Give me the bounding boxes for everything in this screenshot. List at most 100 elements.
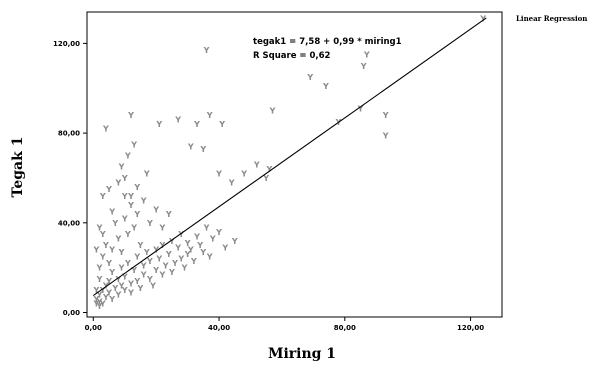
data-point: Y <box>146 257 153 266</box>
data-point: Y <box>133 210 140 219</box>
data-point: Y <box>187 143 194 152</box>
data-point: Y <box>174 243 181 252</box>
data-point: Y <box>159 270 166 279</box>
regression-line <box>92 17 487 296</box>
data-point: Y <box>190 257 197 266</box>
data-point: Y <box>115 275 122 284</box>
y-tick-label: 0,00 <box>63 309 80 317</box>
data-point: Y <box>206 111 213 120</box>
data-point: Y <box>168 268 175 277</box>
data-point: Y <box>130 266 137 275</box>
data-point: Y <box>121 273 128 282</box>
data-point: Y <box>133 252 140 261</box>
data-point: Y <box>187 246 194 255</box>
data-point: Y <box>99 252 106 261</box>
data-point: Y <box>240 169 247 178</box>
data-point: Y <box>130 140 137 149</box>
data-point: Y <box>143 169 150 178</box>
data-point: Y <box>140 270 147 279</box>
data-point: Y <box>121 286 128 295</box>
data-point: Y <box>133 277 140 286</box>
data-points: YYYYYYYYYYYYYYYYYYYYYYYYYYYYYYYYYYYYYYYY… <box>93 15 487 311</box>
data-point: Y <box>115 235 122 244</box>
data-point: Y <box>115 178 122 187</box>
data-point: Y <box>228 178 235 187</box>
data-point: Y <box>99 300 106 309</box>
data-point: Y <box>124 230 131 239</box>
data-point: Y <box>203 223 210 232</box>
data-point: Y <box>155 120 162 129</box>
data-point: Y <box>181 264 188 273</box>
data-point: Y <box>215 169 222 178</box>
data-point: Y <box>102 282 109 291</box>
data-point: Y <box>96 275 103 284</box>
data-point: Y <box>165 250 172 259</box>
data-point: Y <box>99 192 106 201</box>
data-point: Y <box>127 201 134 210</box>
data-point: Y <box>140 196 147 205</box>
data-point: Y <box>108 208 115 217</box>
data-point: Y <box>127 111 134 120</box>
data-point: Y <box>253 161 260 170</box>
data-point: Y <box>108 295 115 304</box>
data-point: Y <box>221 243 228 252</box>
data-point: Y <box>127 288 134 297</box>
data-point: Y <box>137 284 144 293</box>
data-point: Y <box>177 230 184 239</box>
data-point: Y <box>102 241 109 250</box>
x-tick-label: 80,00 <box>334 324 356 332</box>
data-point: Y <box>96 223 103 232</box>
data-point: Y <box>363 51 370 60</box>
data-point: Y <box>203 46 210 55</box>
data-point: Y <box>152 266 159 275</box>
data-point: Y <box>146 219 153 228</box>
data-point: Y <box>111 284 118 293</box>
data-point: Y <box>177 255 184 264</box>
data-point: Y <box>124 152 131 161</box>
data-point: Y <box>127 192 134 201</box>
data-point: Y <box>118 282 125 291</box>
data-point: Y <box>93 295 100 304</box>
x-tick-label: 120,00 <box>457 324 484 332</box>
data-point: Y <box>96 297 103 306</box>
equation-annotation: tegak1 = 7,58 + 0,99 * miring1 <box>253 37 402 47</box>
data-point: Y <box>184 250 191 259</box>
data-point: Y <box>265 165 272 174</box>
data-point: Y <box>121 192 128 201</box>
data-point: Y <box>105 259 112 268</box>
data-point: Y <box>199 145 206 154</box>
data-point: Y <box>152 205 159 214</box>
data-point: Y <box>159 241 166 250</box>
data-point: Y <box>108 246 115 255</box>
legend-label: Linear Regression <box>516 14 587 23</box>
data-point: Y <box>193 120 200 129</box>
y-tick-label: 40,00 <box>58 219 80 227</box>
data-point: Y <box>306 73 313 82</box>
data-point: Y <box>269 107 276 116</box>
data-point: Y <box>96 302 103 311</box>
data-point: Y <box>99 230 106 239</box>
x-axis-ticks: 0,00 40,00 80,00 120,00 <box>85 317 484 332</box>
data-point: Y <box>118 248 125 257</box>
data-point: Y <box>121 174 128 183</box>
data-point: Y <box>322 82 329 91</box>
data-point: Y <box>130 223 137 232</box>
data-point: Y <box>102 293 109 302</box>
data-point: Y <box>99 286 106 295</box>
data-point: Y <box>108 268 115 277</box>
data-point: Y <box>143 248 150 257</box>
data-point: Y <box>105 185 112 194</box>
y-axis-title: Tegak 1 <box>10 137 26 198</box>
data-point: Y <box>118 264 125 273</box>
data-point: Y <box>102 125 109 134</box>
data-point: Y <box>140 261 147 270</box>
data-point: Y <box>152 246 159 255</box>
data-point: Y <box>193 232 200 241</box>
data-point: Y <box>93 286 100 295</box>
data-point: Y <box>93 300 100 309</box>
data-point: Y <box>115 291 122 300</box>
data-point: Y <box>105 288 112 297</box>
data-point: Y <box>360 62 367 71</box>
data-point: Y <box>196 241 203 250</box>
y-axis-ticks: 0,00 40,00 80,00 120,00 <box>53 40 87 317</box>
